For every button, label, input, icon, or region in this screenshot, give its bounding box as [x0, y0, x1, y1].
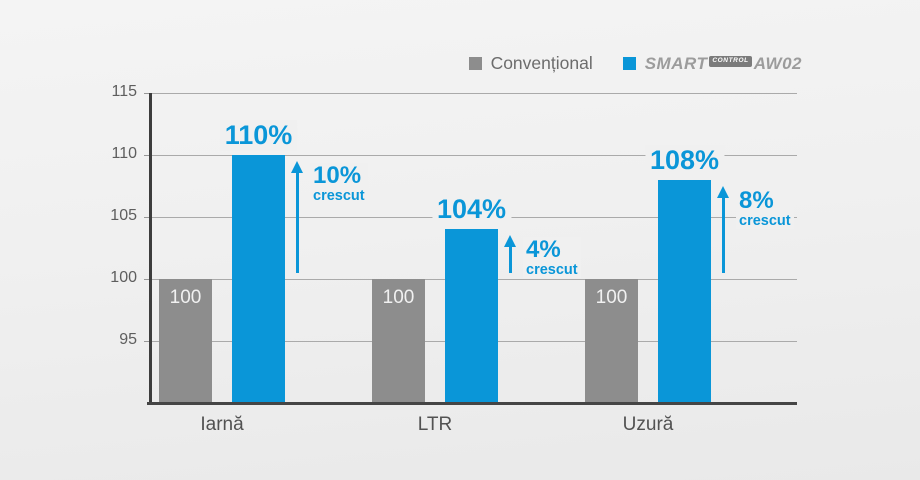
legend-label-conventional: Convențional [490, 53, 593, 73]
value-label-2: 104% [431, 194, 512, 226]
conventional-bar-label-2: 100 [382, 287, 415, 308]
smartcontrol-bar-1 [232, 155, 285, 403]
x-axis-line [147, 402, 797, 405]
value-label-3: 108% [644, 144, 725, 176]
conventional-bar-label-3: 100 [595, 287, 628, 308]
logo-aw02-text: AW02 [753, 53, 802, 73]
y-tick-label-105: 105 [110, 207, 137, 224]
increase-note-1: crescut [313, 188, 365, 204]
increase-arrow-shaft-2 [508, 245, 512, 273]
conventional-bar-3 [585, 279, 638, 403]
legend-item-conventional: Convențional [468, 53, 593, 74]
increase-label-2: 4% crescut [523, 237, 581, 279]
conventional-bar-1 [159, 279, 212, 403]
category-label-3: Uzură [622, 414, 674, 435]
increase-label-3: 8% crescut [736, 187, 794, 229]
conventional-bar-2 [372, 279, 425, 403]
smartcontrol-swatch-icon [622, 57, 636, 70]
y-tick-mark-100 [144, 278, 151, 280]
logo-control-badge: CONTROL [709, 56, 752, 67]
smartcontrol-aw02-logo: SMART CONTROL AW02 [645, 54, 802, 74]
gridline-110 [151, 154, 797, 156]
increase-note-3: crescut [739, 212, 791, 229]
increase-arrow-head-2 [503, 235, 516, 248]
increase-arrow-shaft-3 [721, 195, 725, 273]
legend-item-smartcontrol: SMART CONTROL AW02 [622, 54, 802, 74]
increase-arrow-head-3 [716, 185, 729, 198]
y-tick-mark-105 [144, 216, 151, 218]
conventional-swatch-icon [468, 57, 482, 70]
increase-label-1: 10% crescut [310, 163, 368, 204]
value-label-1: 110% [219, 120, 298, 151]
y-tick-label-115: 115 [111, 83, 137, 100]
gridline-115 [151, 92, 797, 94]
y-tick-label-110: 110 [111, 145, 137, 162]
y-tick-mark-95 [144, 340, 151, 342]
y-axis-line [149, 93, 152, 405]
smartcontrol-bar-2 [445, 229, 498, 403]
increase-arrow-head-1 [290, 161, 303, 173]
conventional-bar-label-1: 100 [169, 287, 202, 308]
logo-smart-text: SMART [644, 53, 708, 73]
increase-arrow-shaft-1 [295, 171, 299, 273]
category-label-2: LTR [417, 414, 453, 435]
y-tick-mark-115 [144, 92, 151, 94]
increase-note-2: crescut [526, 262, 578, 279]
y-tick-mark-110 [144, 154, 151, 156]
legend: Convențional SMART CONTROL AW02 [468, 53, 802, 74]
y-tick-label-100: 100 [110, 269, 137, 286]
smartcontrol-bar-3 [658, 179, 711, 403]
category-label-1: Iarnă [200, 414, 244, 435]
y-tick-label-95: 95 [119, 331, 137, 348]
